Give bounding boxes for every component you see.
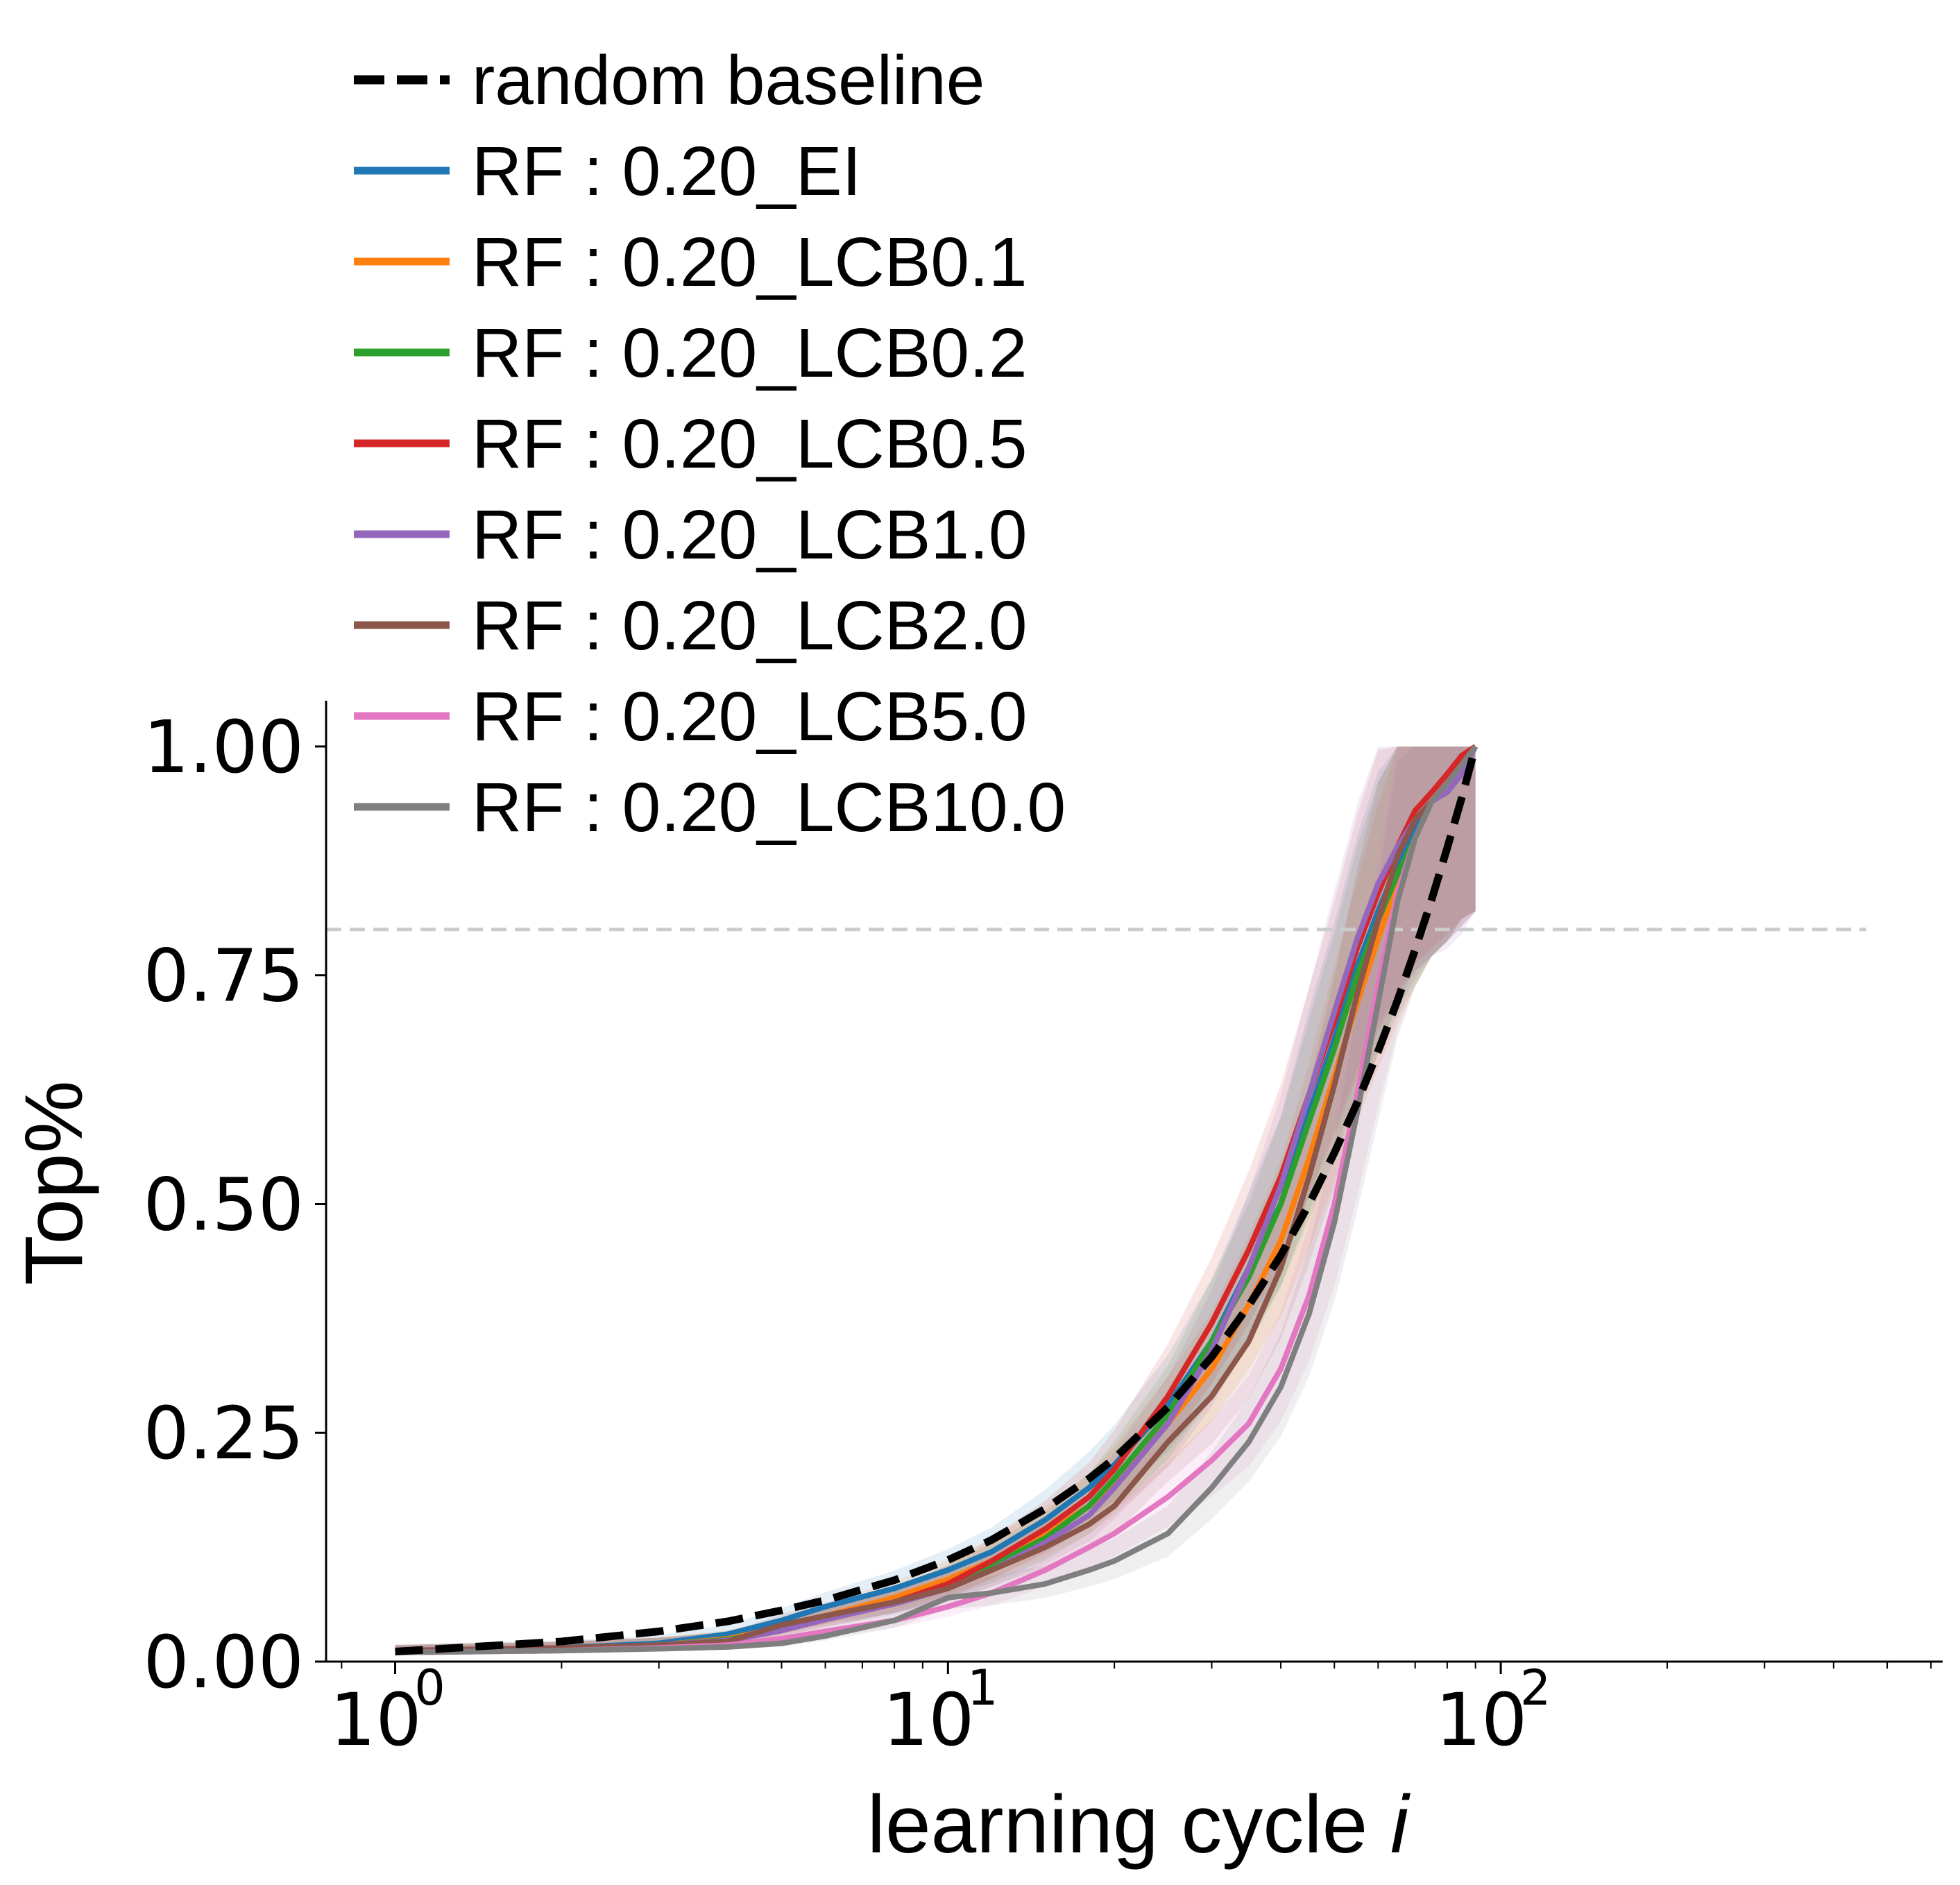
x-tick-label: 10 [1435,1678,1527,1762]
legend-label: RF : 0.20_LCB0.2 [472,314,1027,392]
x-tick-exponent: 2 [1520,1660,1551,1716]
series-line [395,744,1478,1655]
x-axis-label: learning cycle i [867,1779,1411,1870]
legend-label: RF : 0.20_LCB2.0 [472,587,1027,665]
legend-label: RF : 0.20_LCB1.0 [472,496,1027,574]
y-tick-label: 0.00 [143,1620,304,1705]
confidence-band [395,746,1476,1655]
confidence-band [395,746,1476,1653]
x-tick-exponent: 1 [967,1660,998,1716]
series-line [395,745,1479,1655]
legend-label: RF : 0.20_LCB0.5 [472,405,1027,483]
confidence-band [395,746,1476,1654]
y-tick-label: 0.75 [143,934,304,1018]
confidence-band [395,746,1476,1654]
legend: random baseline RF : 0.20_EI RF : 0.20_LCB… [354,42,1066,846]
legend-label: RF : 0.20_LCB10.0 [472,769,1066,846]
x-tick-label: 10 [883,1678,974,1762]
series-line [395,744,1478,1654]
x-tick-exponent: 0 [414,1660,445,1716]
x-tick-label: 10 [330,1678,421,1762]
series-lines [395,744,1479,1655]
x-axis-ticks: 100 101 102 [330,1660,1551,1762]
legend-label: RF : 0.20_EI [472,133,861,210]
x-axis-minor-ticks [341,1662,1932,1669]
legend-label: RF : 0.20_LCB5.0 [472,678,1027,756]
y-tick-label: 0.50 [143,1162,304,1247]
confidence-band [395,746,1476,1654]
confidence-band [395,746,1476,1654]
confidence-band [395,746,1476,1654]
y-axis-ticks: 0.00 0.25 0.50 0.75 1.00 [143,705,326,1705]
legend-label: random baseline [472,42,985,119]
y-tick-label: 0.25 [143,1391,304,1476]
y-tick-label: 1.00 [143,705,304,790]
confidence-bands [395,746,1476,1655]
y-axis-label: Top% [8,1080,100,1285]
legend-label: RF : 0.20_LCB0.1 [472,223,1027,301]
